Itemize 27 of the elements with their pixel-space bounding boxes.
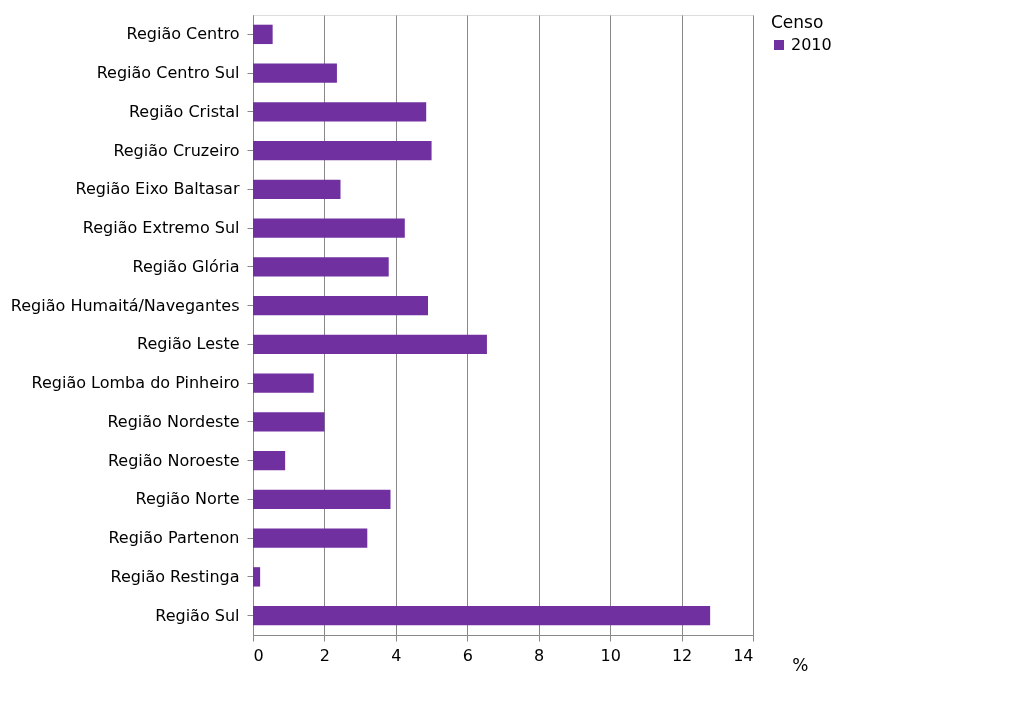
y-tick-label: Região Noroeste: [107, 450, 240, 470]
x-tick-label: 6: [462, 645, 473, 665]
y-tick-label: Região Sul: [155, 605, 240, 625]
x-axis-title: %: [792, 654, 809, 675]
y-tick-label: Região Restinga: [110, 566, 240, 586]
y-tick-label: Região Leste: [137, 334, 240, 354]
x-tick-label: 2: [319, 645, 331, 665]
y-tick-label: Região Cruzeiro: [113, 140, 240, 160]
y-tick-label: Região Eixo Baltasar: [75, 179, 240, 199]
x-tick-label: 8: [534, 645, 545, 665]
legend-title: Censo: [771, 12, 824, 32]
y-tick-label: Região Glória: [132, 256, 240, 276]
y-tick-label: Região Extremo Sul: [82, 218, 240, 238]
x-tick-label: 14: [733, 645, 754, 665]
x-tick-label: 12: [671, 645, 693, 665]
y-tick-label: Região Centro: [126, 24, 240, 44]
x-tick-label: 10: [600, 645, 621, 665]
legend-label: 2010: [791, 35, 832, 54]
y-tick-label: Região Humaitá/Navegantes: [10, 295, 240, 315]
y-tick-label: Região Lomba do Pinheiro: [31, 373, 240, 393]
y-tick-label: Região Cristal: [128, 101, 240, 121]
y-tick-label: Região Norte: [135, 489, 240, 509]
y-tick-label: Região Partenon: [108, 528, 240, 548]
y-tick-label: Região Nordeste: [107, 411, 240, 431]
x-tick-label: 0: [253, 645, 264, 665]
x-tick-label: 4: [391, 645, 402, 665]
y-tick-label: Região Centro Sul: [96, 63, 240, 83]
